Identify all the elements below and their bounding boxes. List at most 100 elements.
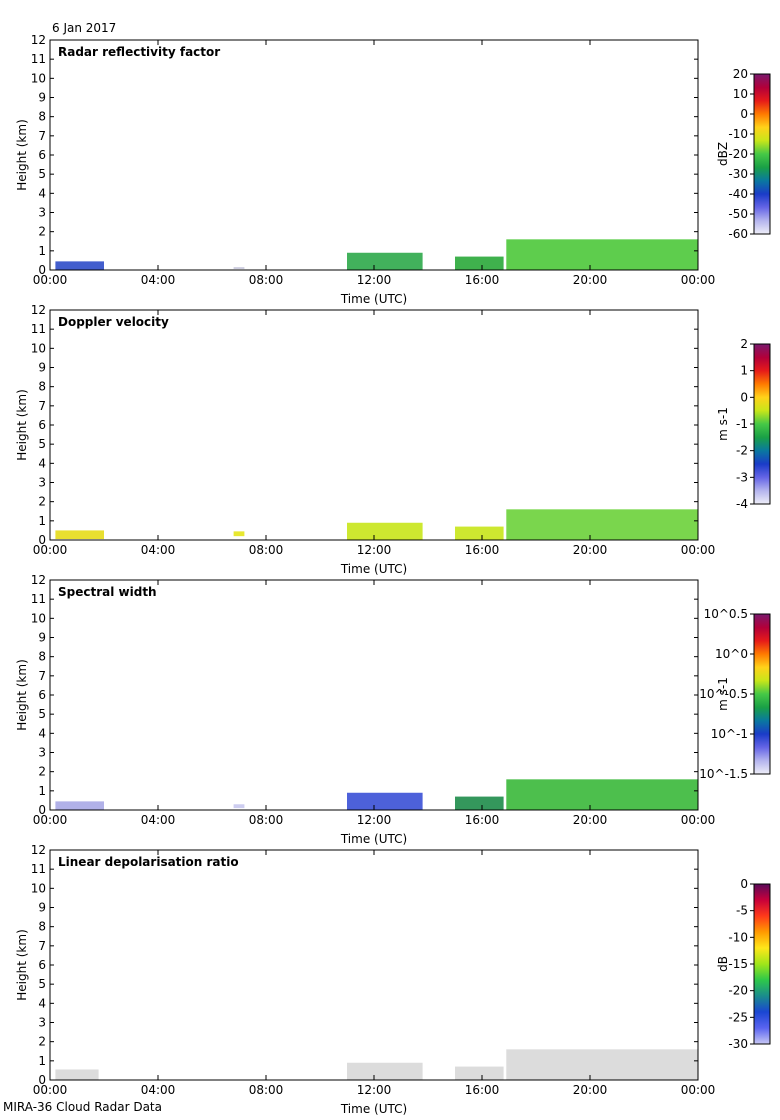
y-tick-label: 2 bbox=[38, 1035, 46, 1049]
x-tick-label: 00:00 bbox=[681, 273, 716, 287]
x-tick-label: 16:00 bbox=[465, 1083, 500, 1097]
echo-3 bbox=[347, 252, 423, 270]
colorbar bbox=[753, 883, 771, 1045]
x-tick-label: 00:00 bbox=[681, 813, 716, 827]
echo-layer bbox=[55, 779, 698, 810]
colorbar-tick-label: -60 bbox=[728, 227, 748, 241]
colorbar-tick-label: -40 bbox=[728, 187, 748, 201]
x-tick-label: 08:00 bbox=[249, 813, 284, 827]
y-tick-label: 12 bbox=[31, 843, 46, 857]
colorbar-tick-label: 20 bbox=[733, 67, 748, 81]
echo-2 bbox=[233, 531, 245, 537]
y-tick-label: 12 bbox=[31, 303, 46, 317]
x-tick-label: 00:00 bbox=[33, 1083, 68, 1097]
y-tick-label: 3 bbox=[38, 1016, 46, 1030]
y-tick-label: 1 bbox=[38, 1054, 46, 1068]
x-tick-label: 04:00 bbox=[141, 273, 176, 287]
colorbar-tick-label: 0 bbox=[740, 877, 748, 891]
echo-3 bbox=[455, 1066, 504, 1080]
colorbar-tick-label: -2 bbox=[736, 444, 748, 458]
echo-2 bbox=[233, 267, 245, 270]
y-tick-label: 6 bbox=[38, 418, 46, 432]
colorbar-unit: dB bbox=[716, 956, 730, 972]
colorbar bbox=[753, 73, 771, 235]
colorbar-tick-label: -1 bbox=[736, 417, 748, 431]
echo-5 bbox=[506, 779, 698, 810]
colorbar-tick-label: 0 bbox=[740, 107, 748, 121]
echo-2 bbox=[233, 804, 245, 809]
echo-1 bbox=[55, 801, 104, 810]
colorbar-tick-label: -20 bbox=[728, 984, 748, 998]
colorbar-tick-label: -4 bbox=[736, 497, 748, 511]
y-tick-label: 5 bbox=[38, 707, 46, 721]
x-tick-label: 12:00 bbox=[357, 813, 392, 827]
y-axis-label: Height (km) bbox=[15, 119, 29, 190]
y-tick-label: 11 bbox=[31, 52, 46, 66]
y-tick-label: 9 bbox=[38, 901, 46, 915]
x-axis-label: Time (UTC) bbox=[340, 292, 407, 306]
echo-4 bbox=[506, 1049, 698, 1080]
panel-title: Spectral width bbox=[58, 585, 157, 599]
y-tick-label: 3 bbox=[38, 206, 46, 220]
x-tick-label: 16:00 bbox=[465, 543, 500, 557]
colorbar bbox=[753, 343, 771, 505]
y-tick-label: 0 bbox=[38, 533, 46, 547]
colorbar-tick-label: 2 bbox=[740, 337, 748, 351]
y-tick-label: 6 bbox=[38, 958, 46, 972]
panel-title: Doppler velocity bbox=[58, 315, 169, 329]
echo-5 bbox=[506, 509, 698, 540]
colorbar-unit: m s-1 bbox=[716, 677, 730, 711]
x-tick-label: 00:00 bbox=[681, 1083, 716, 1097]
echo-layer bbox=[55, 239, 698, 270]
y-tick-label: 2 bbox=[38, 225, 46, 239]
plot-frame bbox=[49, 309, 699, 541]
colorbar-tick-label: -25 bbox=[728, 1010, 748, 1024]
y-tick-label: 12 bbox=[31, 573, 46, 587]
colorbar-tick-label: 10^0.5 bbox=[704, 607, 748, 621]
y-tick-label: 1 bbox=[38, 244, 46, 258]
colorbar-tick-label: 10 bbox=[733, 87, 748, 101]
x-tick-label: 20:00 bbox=[573, 543, 608, 557]
y-tick-label: 11 bbox=[31, 592, 46, 606]
x-tick-label: 16:00 bbox=[465, 273, 500, 287]
y-tick-label: 9 bbox=[38, 361, 46, 375]
colorbar-tick-label: 10^-0.5 bbox=[699, 687, 748, 701]
y-tick-label: 10 bbox=[31, 881, 46, 895]
y-tick-label: 7 bbox=[38, 939, 46, 953]
y-tick-label: 3 bbox=[38, 746, 46, 760]
y-axis-label: Height (km) bbox=[15, 389, 29, 460]
x-tick-label: 00:00 bbox=[33, 813, 68, 827]
colorbar-tick-label: -15 bbox=[728, 957, 748, 971]
plot-frame bbox=[49, 849, 699, 1081]
echo-1 bbox=[55, 1069, 99, 1080]
y-tick-label: 4 bbox=[38, 726, 46, 740]
x-tick-label: 20:00 bbox=[573, 1083, 608, 1097]
echo-layer bbox=[55, 1049, 698, 1080]
y-axis-label: Height (km) bbox=[15, 659, 29, 730]
x-tick-label: 20:00 bbox=[573, 813, 608, 827]
echo-4 bbox=[455, 526, 504, 540]
y-tick-label: 5 bbox=[38, 977, 46, 991]
echo-4 bbox=[455, 256, 504, 270]
footer-label: MIRA-36 Cloud Radar Data bbox=[3, 1100, 162, 1114]
y-tick-label: 8 bbox=[38, 110, 46, 124]
x-tick-label: 00:00 bbox=[681, 543, 716, 557]
colorbar-tick-label: -20 bbox=[728, 147, 748, 161]
y-tick-label: 8 bbox=[38, 380, 46, 394]
echo-layer bbox=[55, 509, 698, 540]
y-tick-label: 8 bbox=[38, 920, 46, 934]
echo-2 bbox=[347, 1062, 423, 1080]
y-tick-label: 4 bbox=[38, 186, 46, 200]
y-tick-label: 8 bbox=[38, 650, 46, 664]
y-tick-label: 9 bbox=[38, 631, 46, 645]
y-tick-label: 0 bbox=[38, 803, 46, 817]
colorbar-tick-label: -5 bbox=[736, 904, 748, 918]
y-tick-label: 11 bbox=[31, 322, 46, 336]
echo-3 bbox=[347, 792, 423, 810]
y-tick-label: 5 bbox=[38, 167, 46, 181]
y-tick-label: 7 bbox=[38, 669, 46, 683]
y-tick-label: 9 bbox=[38, 91, 46, 105]
